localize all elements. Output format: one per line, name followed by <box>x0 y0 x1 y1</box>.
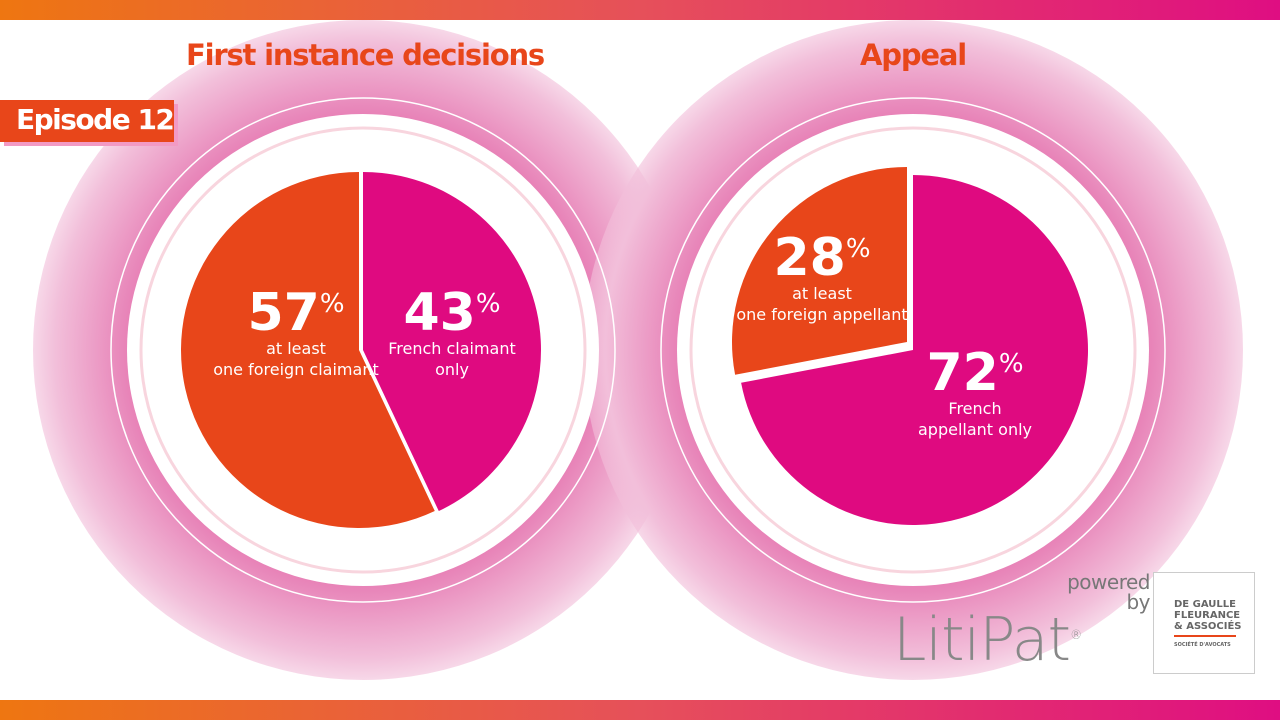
slice-label: French <box>948 399 1001 418</box>
firm-logo: DE GAULLE FLEURANCE & ASSOCIÉS SOCIÉTÉ D… <box>1153 572 1255 674</box>
by-text: by <box>1126 590 1150 614</box>
top-bar <box>0 0 1280 20</box>
outer-ring <box>660 97 1166 603</box>
percent-sign: % <box>999 349 1024 379</box>
powered-text: powered <box>1067 570 1150 594</box>
pie-slice <box>732 167 907 375</box>
logo-text: LitiPat <box>893 605 1071 675</box>
slice-label: one foreign appellant <box>736 305 907 324</box>
pie-slice <box>363 172 541 512</box>
slice-label: one foreign claimant <box>213 360 378 379</box>
slice-label: at least <box>266 339 326 358</box>
outer-ring <box>110 97 616 603</box>
percent-sign: % <box>320 289 345 319</box>
pie-slice <box>181 172 435 528</box>
chart-title-first-instance: First instance decisions <box>186 38 545 72</box>
firm-line2: FLEURANCE <box>1174 610 1241 621</box>
registered-mark: ® <box>1070 628 1082 642</box>
powered-by-text: powered by <box>1060 572 1150 612</box>
slice-label: French claimant <box>388 339 516 358</box>
percent-sign: % <box>846 234 871 264</box>
slice-label: appellant only <box>918 420 1032 439</box>
inner-ring <box>139 126 587 574</box>
firm-divider <box>1174 635 1236 637</box>
slice-label: at least <box>792 284 852 303</box>
bottom-bar <box>0 700 1280 720</box>
firm-line1: DE GAULLE <box>1174 599 1236 610</box>
firm-sub: SOCIÉTÉ D'AVOCATS <box>1174 642 1231 648</box>
episode-badge: Episode 12 <box>0 100 175 142</box>
firm-line3: & ASSOCIÉS <box>1174 621 1242 632</box>
litipat-logo: LitiPat® <box>893 605 1082 675</box>
percent-sign: % <box>476 289 501 319</box>
pie-slice <box>741 175 1088 526</box>
chart-title-appeal: Appeal <box>860 38 967 72</box>
inner-ring <box>689 126 1137 574</box>
slice-label: only <box>435 360 469 379</box>
